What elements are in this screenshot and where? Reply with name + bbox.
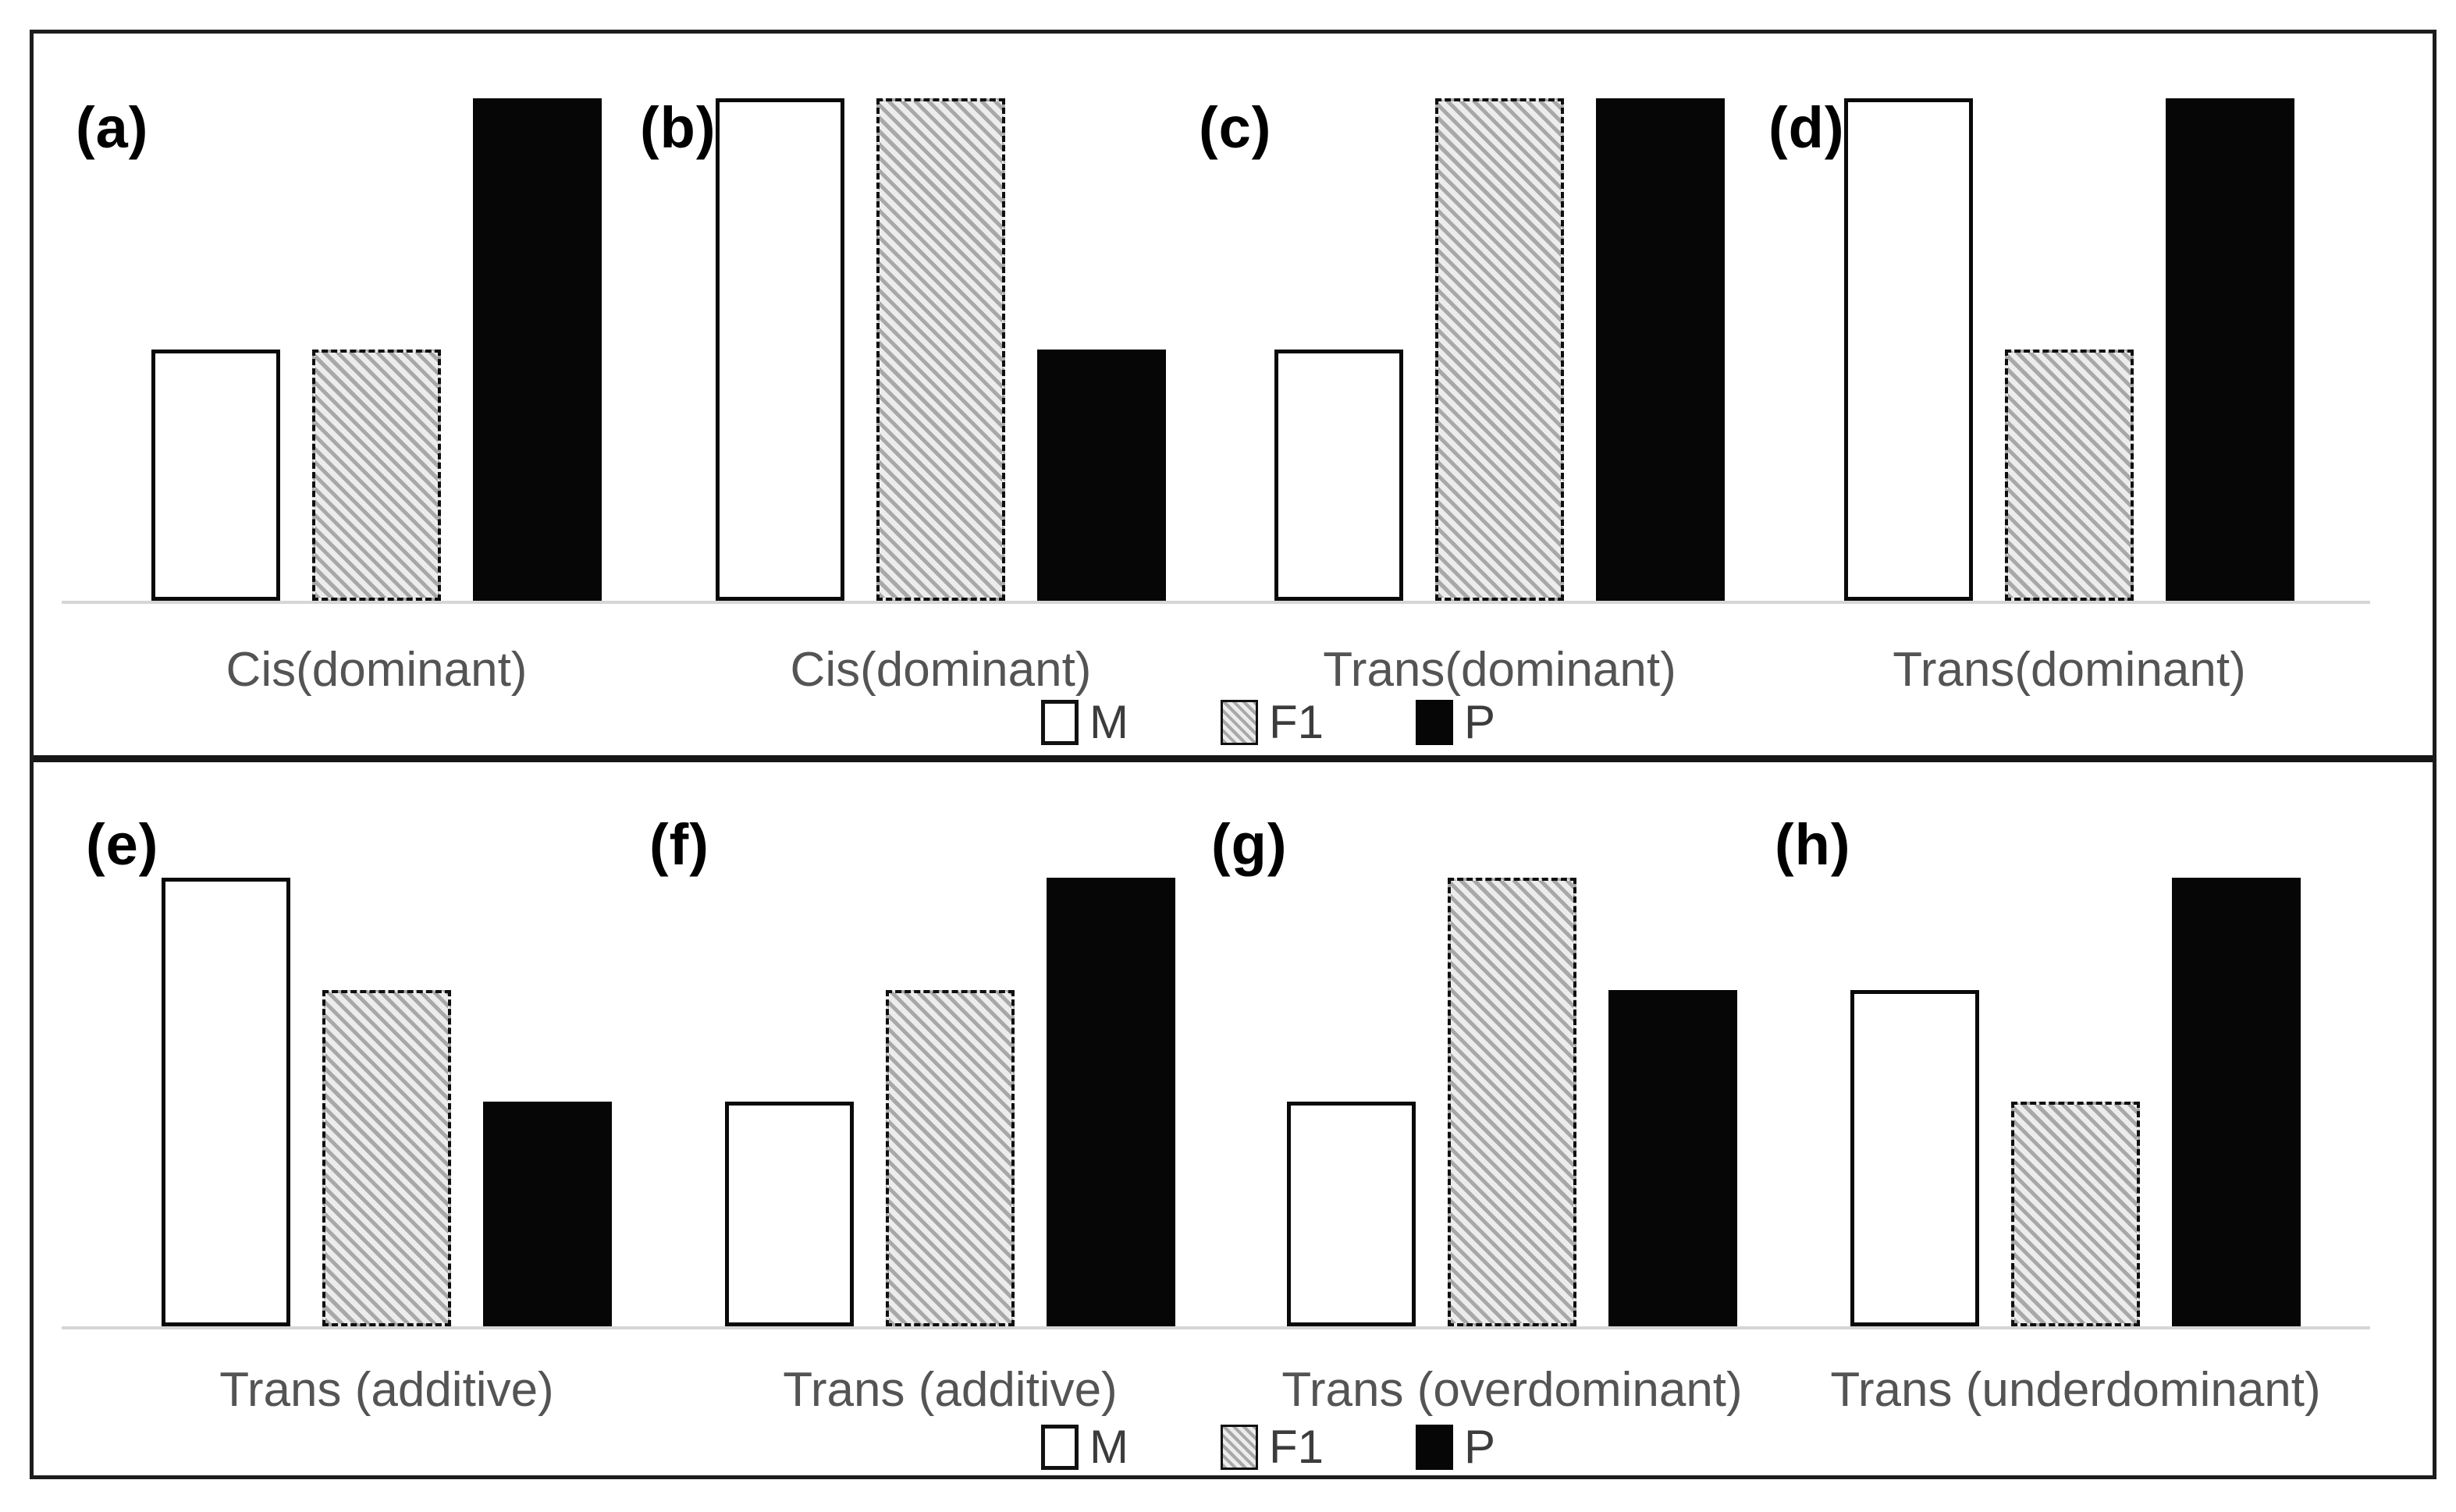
panel-e: (e) Trans (additive)	[86, 763, 612, 1475]
panel-letter-a: (a)	[76, 95, 149, 160]
legend-item-p: P	[1415, 1420, 1496, 1474]
bar-group-h	[1850, 763, 2301, 1326]
panel-letter-g: (g)	[1211, 812, 1288, 877]
legend-item-m: M	[1040, 695, 1128, 749]
category-label-c: Trans(dominant)	[1323, 643, 1676, 697]
legend-label-m: M	[1089, 696, 1128, 748]
legend-label-p: P	[1463, 1421, 1496, 1473]
bar-m-f	[725, 1102, 854, 1326]
bar-p-g	[1608, 990, 1737, 1326]
hatched-square-swatch-icon	[1220, 1424, 1258, 1470]
bar-f1-e	[322, 990, 451, 1326]
bar-group-g	[1287, 763, 1737, 1326]
bar-group-d	[1844, 34, 2294, 601]
category-label-d: Trans(dominant)	[1893, 643, 2246, 697]
panel-b: (b) Cis(dominant)	[640, 34, 1166, 757]
panel-g: (g) Trans (overdominant)	[1211, 763, 1743, 1475]
bar-f1-a	[312, 350, 441, 601]
bar-f1-c	[1435, 98, 1564, 601]
white-square-swatch-icon	[1040, 1424, 1079, 1470]
category-label-b: Cis(dominant)	[790, 643, 1092, 697]
bar-f1-b	[876, 98, 1005, 601]
bar-group-b	[716, 34, 1166, 601]
bar-p-a	[473, 98, 602, 601]
category-label-g: Trans (overdominant)	[1281, 1363, 1743, 1417]
x-axis-line-top	[62, 601, 2370, 604]
bar-f1-f	[886, 990, 1015, 1326]
row-bottom: (e) Trans (additive) (f) Trans (additive…	[34, 763, 2433, 1475]
bar-group-c	[1274, 34, 1725, 601]
bar-m-e	[162, 878, 290, 1326]
bar-p-c	[1596, 98, 1725, 601]
bar-m-a	[151, 350, 280, 601]
bar-m-d	[1844, 98, 1973, 601]
panel-letter-f: (f)	[649, 812, 709, 877]
category-label-h: Trans (underdominant)	[1830, 1363, 2321, 1417]
category-label-e: Trans (additive)	[219, 1363, 554, 1417]
bar-p-b	[1037, 350, 1166, 601]
figure-frame: (a) Cis(dominant) (b) Cis(dominant) (c) …	[30, 30, 2436, 1479]
panel-letter-e: (e)	[86, 812, 159, 877]
bar-m-g	[1287, 1102, 1416, 1326]
panel-d: (d) Trans(dominant)	[1768, 34, 2294, 757]
panel-a: (a) Cis(dominant)	[76, 34, 602, 757]
legend-item-f1: F1	[1220, 1420, 1324, 1474]
x-axis-line-bottom	[62, 1326, 2370, 1329]
bar-f1-h	[2011, 1102, 2140, 1326]
legend-label-p: P	[1463, 696, 1496, 748]
legend-item-m: M	[1040, 1420, 1128, 1474]
category-label-f: Trans (additive)	[783, 1363, 1118, 1417]
black-square-swatch-icon	[1415, 1424, 1453, 1470]
legend-label-f1: F1	[1268, 696, 1324, 748]
legend-top: M F1 P	[1040, 695, 1496, 749]
bar-f1-g	[1448, 878, 1576, 1326]
panel-letter-d: (d)	[1768, 95, 1845, 160]
category-label-a: Cis(dominant)	[226, 643, 528, 697]
legend-label-m: M	[1089, 1421, 1128, 1473]
bar-p-d	[2166, 98, 2294, 601]
bar-f1-d	[2005, 350, 2134, 601]
legend-bottom: M F1 P	[1040, 1420, 1496, 1474]
panel-letter-b: (b)	[640, 95, 716, 160]
legend-item-p: P	[1415, 695, 1496, 749]
legend-label-f1: F1	[1268, 1421, 1324, 1473]
bar-p-f	[1047, 878, 1175, 1326]
bar-m-h	[1850, 990, 1979, 1326]
row-top: (a) Cis(dominant) (b) Cis(dominant) (c) …	[34, 34, 2433, 757]
bar-p-e	[483, 1102, 612, 1326]
bar-group-f	[725, 763, 1175, 1326]
hatched-square-swatch-icon	[1220, 699, 1258, 745]
panel-f: (f) Trans (additive)	[649, 763, 1175, 1475]
legend-item-f1: F1	[1220, 695, 1324, 749]
panel-letter-h: (h)	[1775, 812, 1851, 877]
bar-m-b	[716, 98, 844, 601]
bar-group-e	[162, 763, 612, 1326]
panel-c: (c) Trans(dominant)	[1199, 34, 1725, 757]
bar-m-c	[1274, 350, 1403, 601]
bar-group-a	[151, 34, 602, 601]
panel-letter-c: (c)	[1199, 95, 1272, 160]
row-divider	[34, 755, 2433, 762]
white-square-swatch-icon	[1040, 699, 1079, 745]
bar-p-h	[2172, 878, 2301, 1326]
black-square-swatch-icon	[1415, 699, 1453, 745]
panel-h: (h) Trans (underdominant)	[1775, 763, 2321, 1475]
